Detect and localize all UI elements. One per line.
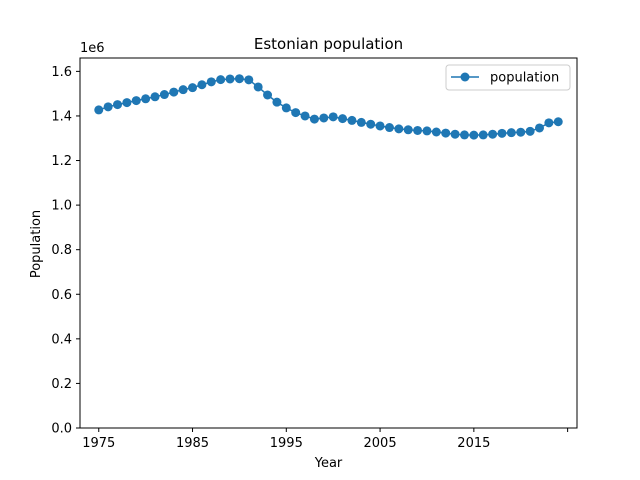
y-tick-label: 1.4 — [51, 109, 72, 124]
data-point — [469, 130, 479, 140]
y-tick-label: 0.0 — [51, 422, 72, 437]
series-layer — [94, 74, 563, 140]
x-tick-label: 1995 — [270, 436, 303, 451]
plot-frame — [79, 57, 578, 429]
data-point — [488, 129, 498, 139]
data-point — [544, 118, 554, 128]
data-point — [300, 111, 310, 121]
data-point — [263, 90, 273, 100]
y-axis-ticks: 0.0 0.2 0.4 0.6 0.8 1.0 1.2 1.4 1.6 — [51, 65, 80, 437]
data-point — [516, 127, 526, 137]
x-tick-label: 2015 — [457, 436, 490, 451]
y-axis-label: Population — [29, 210, 44, 278]
data-point — [356, 117, 366, 127]
data-point — [459, 130, 469, 140]
data-point — [244, 75, 254, 85]
y-tick-label: 0.6 — [51, 288, 72, 303]
legend-marker-icon — [460, 72, 470, 82]
data-point — [159, 90, 169, 100]
y-tick-label: 1.0 — [51, 199, 72, 214]
data-point — [403, 125, 413, 135]
data-point — [384, 123, 394, 133]
data-point — [225, 74, 235, 84]
data-point — [141, 94, 151, 104]
y-tick-label: 0.4 — [51, 332, 72, 347]
data-point — [375, 121, 385, 131]
data-point — [178, 85, 188, 95]
data-point — [394, 124, 404, 134]
data-point — [206, 77, 216, 87]
data-point — [253, 82, 263, 92]
y-offset-label: 1e6 — [80, 41, 105, 56]
data-point — [319, 113, 329, 123]
y-tick-label: 1.6 — [51, 65, 72, 80]
data-point — [169, 87, 179, 97]
data-point — [450, 129, 460, 139]
data-point — [94, 105, 104, 115]
data-point — [525, 126, 535, 136]
data-point — [478, 130, 488, 140]
data-point — [197, 80, 207, 90]
data-point — [422, 126, 432, 136]
data-point — [366, 119, 376, 129]
data-point — [272, 97, 282, 107]
legend-box — [445, 64, 571, 91]
data-point — [413, 125, 423, 135]
data-point — [506, 128, 516, 138]
data-point — [347, 115, 357, 125]
y-tick-label: 1.2 — [51, 154, 72, 169]
data-point — [328, 112, 338, 122]
data-point — [188, 83, 198, 93]
data-point — [291, 108, 301, 118]
data-point — [103, 102, 113, 112]
data-point — [309, 114, 319, 124]
x-tick-label: 1975 — [82, 436, 115, 451]
data-point — [113, 100, 123, 110]
data-point — [553, 117, 563, 127]
data-point — [534, 123, 544, 133]
x-axis-label: Year — [314, 456, 343, 471]
data-point — [234, 74, 244, 84]
data-point — [216, 75, 226, 85]
data-point — [441, 128, 451, 138]
y-tick-label: 0.2 — [51, 377, 72, 392]
data-point — [150, 92, 160, 102]
y-tick-label: 0.8 — [51, 243, 72, 258]
data-point — [497, 128, 507, 138]
data-point — [281, 103, 291, 113]
chart-title: Estonian population — [254, 35, 403, 53]
x-tick-label: 1985 — [176, 436, 209, 451]
data-point — [431, 127, 441, 137]
legend-label: population — [490, 71, 559, 86]
x-tick-label: 2005 — [364, 436, 397, 451]
legend: population — [445, 64, 571, 91]
data-point — [122, 98, 132, 108]
x-axis-ticks: 1975 1985 1995 2005 2015 — [82, 428, 569, 451]
data-point — [131, 96, 141, 106]
data-point — [338, 114, 348, 124]
